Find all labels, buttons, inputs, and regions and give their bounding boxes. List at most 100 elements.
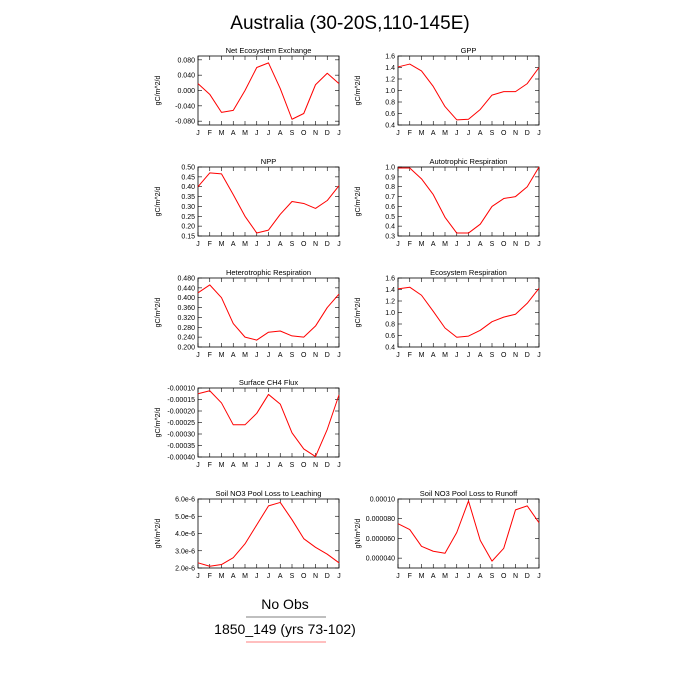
chart-2-xtick-label: J — [455, 130, 459, 137]
chart-5-ylabel: gC/m^2/d — [155, 298, 162, 328]
chart-4: Autotrophic Respiration 0.3 0.4 0.5 0.6 0.7 0.… — [355, 157, 541, 248]
chart-6-xtick-label: D — [525, 352, 530, 359]
chart-8-title: Soil NO3 Pool Loss to Leaching — [216, 489, 322, 498]
chart-7-xtick-label: J — [267, 462, 271, 469]
chart-7-xtick-label: D — [325, 462, 330, 469]
chart-1-xtick-label: D — [325, 130, 330, 137]
chart-4-xtick-label: J — [455, 241, 459, 248]
chart-5-xtick-label: D — [325, 352, 330, 359]
chart-5-xtick-label: F — [208, 352, 212, 359]
chart-6-xtick-label: S — [490, 352, 495, 359]
chart-2-series-line — [397, 63, 540, 121]
chart-6-xtick-label: N — [513, 352, 518, 359]
chart-7-plot-frame — [197, 387, 340, 458]
chart-9-ylabel: gN/m^2/d — [355, 519, 362, 549]
chart-1-xtick-label: M — [242, 130, 248, 137]
chart-4-ytick-label: 0.4 — [385, 224, 395, 231]
chart-8-ylabel: gN/m^2/d — [155, 519, 162, 549]
chart-6-ytick-label: 1.6 — [385, 276, 395, 283]
chart-5-series-line — [197, 284, 340, 341]
chart-6-xtick-label: A — [478, 352, 483, 359]
chart-4-xtick-label: A — [431, 241, 436, 248]
chart-3-xtick-label: F — [208, 241, 212, 248]
chart-1-xtick-label: N — [313, 130, 318, 137]
model-run-label: 1850_149 (yrs 73-102) — [214, 621, 356, 637]
chart-8-ytick-label: 4.0e-6 — [175, 531, 195, 538]
chart-6-ytick-label: 0.6 — [385, 333, 395, 340]
chart-4-ytick-label: 0.9 — [385, 174, 395, 181]
chart-7-title: Surface CH4 Flux — [239, 378, 298, 387]
chart-1-xtick-label: J — [196, 130, 200, 137]
chart-7-ylabel: gC/m^2/d — [155, 408, 162, 438]
chart-6-series-line — [397, 286, 540, 338]
chart-4-series-line — [398, 166, 540, 234]
chart-1-plot-frame — [197, 55, 340, 126]
chart-3-xtick-label: J — [267, 241, 271, 248]
chart-2-xtick-label: M — [442, 130, 448, 137]
no-obs-label: No Obs — [261, 596, 308, 612]
figure-title: Australia (30-20S,110-145E) — [230, 13, 469, 34]
chart-9-series-line — [397, 500, 540, 562]
chart-1-title: Net Ecosystem Exchange — [226, 46, 312, 55]
chart-9-ytick-label: 0.000040 — [366, 556, 395, 563]
chart-8-xtick-label: J — [196, 573, 200, 580]
chart-6-xtick-label: J — [537, 352, 541, 359]
chart-3-ytick-label: 0.45 — [181, 174, 195, 181]
chart-8-xtick-label: S — [290, 573, 295, 580]
chart-3-xtick-label: D — [325, 241, 330, 248]
chart-2-xtick-label: J — [396, 130, 400, 137]
chart-5-xtick-label: J — [255, 352, 259, 359]
chart-7-ytick-label: -0.00025 — [167, 420, 195, 427]
chart-5-ytick-label: 0.200 — [177, 345, 195, 352]
chart-4-xtick-label: M — [419, 241, 425, 248]
chart-3-xtick-label: A — [231, 241, 236, 248]
chart-3-title: NPP — [261, 157, 276, 166]
chart-9: Soil NO3 Pool Loss to Runoff 0.000040 0.00… — [355, 489, 541, 580]
chart-6-ytick-label: 1.0 — [385, 310, 395, 317]
chart-4-xtick-label: A — [478, 241, 483, 248]
chart-6-ytick-label: 0.8 — [385, 322, 395, 329]
chart-7-series-line — [197, 390, 340, 458]
chart-1-xtick-label: S — [290, 130, 295, 137]
chart-1-xtick-label: A — [278, 130, 283, 137]
chart-2-xtick-label: A — [478, 130, 483, 137]
chart-8-series-line — [197, 501, 340, 567]
chart-1-xtick-label: F — [208, 130, 212, 137]
chart-9-xtick-label: D — [525, 573, 530, 580]
chart-9-xtick-label: A — [431, 573, 436, 580]
chart-3-xtick-label: J — [255, 241, 259, 248]
chart-7-xtick-label: M — [242, 462, 248, 469]
chart-2-xtick-label: F — [408, 130, 412, 137]
chart-8-xtick-label: J — [337, 573, 341, 580]
chart-3-ytick-label: 0.35 — [181, 194, 195, 201]
chart-8-xtick-label: A — [278, 573, 283, 580]
chart-2-ytick-label: 1.6 — [385, 54, 395, 61]
chart-3-plot-frame — [197, 166, 340, 237]
chart-2-ytick-label: 0.4 — [385, 123, 395, 130]
chart-6-title: Ecosystem Respiration — [430, 268, 507, 277]
chart-1-ytick-label: -0.040 — [175, 103, 195, 110]
chart-9-xtick-label: M — [442, 573, 448, 580]
chart-5-xtick-label: S — [290, 352, 295, 359]
chart-6-xtick-label: O — [501, 352, 507, 359]
chart-7-ytick-label: -0.00010 — [167, 386, 195, 393]
chart-6-xtick-label: F — [408, 352, 412, 359]
chart-3-xtick-label: O — [301, 241, 307, 248]
chart-9-xtick-label: J — [455, 573, 459, 580]
chart-5-ytick-label: 0.360 — [177, 305, 195, 312]
chart-7-ytick-label: -0.00020 — [167, 409, 195, 416]
chart-3-xtick-label: M — [219, 241, 225, 248]
chart-7-xtick-label: A — [231, 462, 236, 469]
chart-8-plot-frame — [197, 498, 340, 569]
chart-9-xtick-label: O — [501, 573, 507, 580]
chart-5-xtick-label: O — [301, 352, 307, 359]
chart-7-xtick-label: A — [278, 462, 283, 469]
chart-3-xtick-label: A — [278, 241, 283, 248]
chart-9-ytick-label: 0.00010 — [370, 497, 395, 504]
chart-2-xtick-label: A — [431, 130, 436, 137]
chart-8-xtick-label: J — [255, 573, 259, 580]
chart-3-ytick-label: 0.40 — [181, 184, 195, 191]
chart-2-ytick-label: 1.4 — [385, 65, 395, 72]
chart-2-xtick-label: M — [419, 130, 425, 137]
